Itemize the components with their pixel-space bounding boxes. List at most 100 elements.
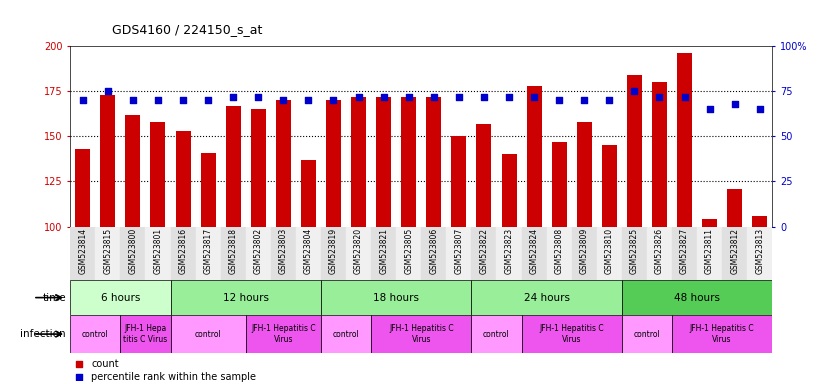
Text: GSM523811: GSM523811 bbox=[705, 228, 714, 274]
Bar bbox=[396, 227, 421, 280]
Text: JFH-1 Hepatitis C
Virus: JFH-1 Hepatitis C Virus bbox=[389, 324, 453, 344]
Bar bbox=[748, 227, 772, 280]
Bar bbox=[376, 97, 392, 227]
Point bbox=[252, 94, 265, 100]
Bar bbox=[451, 136, 467, 227]
Bar bbox=[371, 227, 396, 280]
Bar bbox=[246, 227, 271, 280]
Bar bbox=[321, 280, 472, 315]
Text: time: time bbox=[42, 293, 66, 303]
Text: GSM523823: GSM523823 bbox=[505, 228, 514, 274]
Text: JFH-1 Hepatitis C
Virus: JFH-1 Hepatitis C Virus bbox=[251, 324, 316, 344]
Bar bbox=[276, 100, 291, 227]
Bar bbox=[121, 315, 170, 353]
Bar bbox=[547, 227, 572, 280]
Text: GSM523808: GSM523808 bbox=[555, 228, 563, 274]
Point bbox=[453, 94, 466, 100]
Text: GSM523826: GSM523826 bbox=[655, 228, 664, 274]
Text: 6 hours: 6 hours bbox=[101, 293, 140, 303]
Bar bbox=[321, 315, 371, 353]
Bar bbox=[722, 227, 748, 280]
Point bbox=[427, 94, 440, 100]
Text: GSM523810: GSM523810 bbox=[605, 228, 614, 274]
Point bbox=[151, 97, 164, 103]
Text: control: control bbox=[634, 329, 660, 339]
Bar bbox=[100, 95, 116, 227]
Point bbox=[126, 97, 140, 103]
Bar bbox=[221, 227, 246, 280]
Bar bbox=[321, 227, 346, 280]
Text: 48 hours: 48 hours bbox=[674, 293, 720, 303]
Bar bbox=[672, 227, 697, 280]
Bar bbox=[622, 315, 672, 353]
Text: GSM523804: GSM523804 bbox=[304, 228, 313, 274]
Bar bbox=[622, 280, 772, 315]
Bar bbox=[477, 124, 491, 227]
Point bbox=[277, 97, 290, 103]
Bar bbox=[346, 227, 371, 280]
Bar bbox=[301, 160, 316, 227]
Point bbox=[577, 97, 591, 103]
Text: GSM523807: GSM523807 bbox=[454, 228, 463, 274]
Point bbox=[102, 88, 115, 94]
Bar bbox=[75, 149, 90, 227]
Text: count: count bbox=[92, 359, 119, 369]
Bar bbox=[371, 315, 472, 353]
Bar bbox=[126, 115, 140, 227]
Text: control: control bbox=[333, 329, 359, 339]
Bar bbox=[251, 109, 266, 227]
Text: control: control bbox=[483, 329, 510, 339]
Bar bbox=[652, 82, 667, 227]
Point bbox=[653, 94, 666, 100]
Point bbox=[728, 101, 741, 107]
Point bbox=[528, 94, 541, 100]
Bar bbox=[697, 227, 722, 280]
Point bbox=[502, 94, 515, 100]
Bar bbox=[521, 315, 622, 353]
Bar bbox=[196, 227, 221, 280]
Point bbox=[753, 106, 767, 112]
Point bbox=[352, 94, 365, 100]
Point bbox=[202, 97, 215, 103]
Point bbox=[491, 339, 505, 345]
Bar bbox=[472, 227, 496, 280]
Text: GSM523816: GSM523816 bbox=[178, 228, 188, 274]
Bar bbox=[472, 280, 622, 315]
Text: GDS4160 / 224150_s_at: GDS4160 / 224150_s_at bbox=[112, 23, 262, 36]
Bar bbox=[201, 152, 216, 227]
Text: GSM523817: GSM523817 bbox=[204, 228, 212, 274]
Bar bbox=[176, 131, 191, 227]
Bar bbox=[401, 97, 416, 227]
Text: GSM523818: GSM523818 bbox=[229, 228, 238, 274]
Text: GSM523821: GSM523821 bbox=[379, 228, 388, 274]
Bar bbox=[472, 315, 521, 353]
Bar bbox=[351, 97, 366, 227]
Bar bbox=[572, 227, 597, 280]
Point bbox=[327, 97, 340, 103]
Text: infection: infection bbox=[21, 329, 66, 339]
Bar bbox=[446, 227, 472, 280]
Text: GSM523819: GSM523819 bbox=[329, 228, 338, 274]
Bar bbox=[170, 227, 196, 280]
Point bbox=[703, 106, 716, 112]
Bar bbox=[702, 219, 717, 227]
Text: GSM523803: GSM523803 bbox=[279, 228, 287, 274]
Text: control: control bbox=[195, 329, 221, 339]
Bar bbox=[150, 122, 165, 227]
Bar bbox=[501, 154, 516, 227]
Text: GSM523801: GSM523801 bbox=[154, 228, 163, 274]
Text: GSM523820: GSM523820 bbox=[354, 228, 363, 274]
Bar bbox=[672, 315, 772, 353]
Bar bbox=[627, 75, 642, 227]
Bar bbox=[752, 216, 767, 227]
Bar bbox=[421, 227, 446, 280]
Text: percentile rank within the sample: percentile rank within the sample bbox=[92, 372, 256, 382]
Text: 18 hours: 18 hours bbox=[373, 293, 419, 303]
Text: GSM523806: GSM523806 bbox=[430, 228, 439, 274]
Bar bbox=[527, 86, 542, 227]
Text: GSM523824: GSM523824 bbox=[529, 228, 539, 274]
Bar bbox=[496, 227, 521, 280]
Text: GSM523802: GSM523802 bbox=[254, 228, 263, 274]
Bar bbox=[145, 227, 170, 280]
Point bbox=[477, 94, 491, 100]
